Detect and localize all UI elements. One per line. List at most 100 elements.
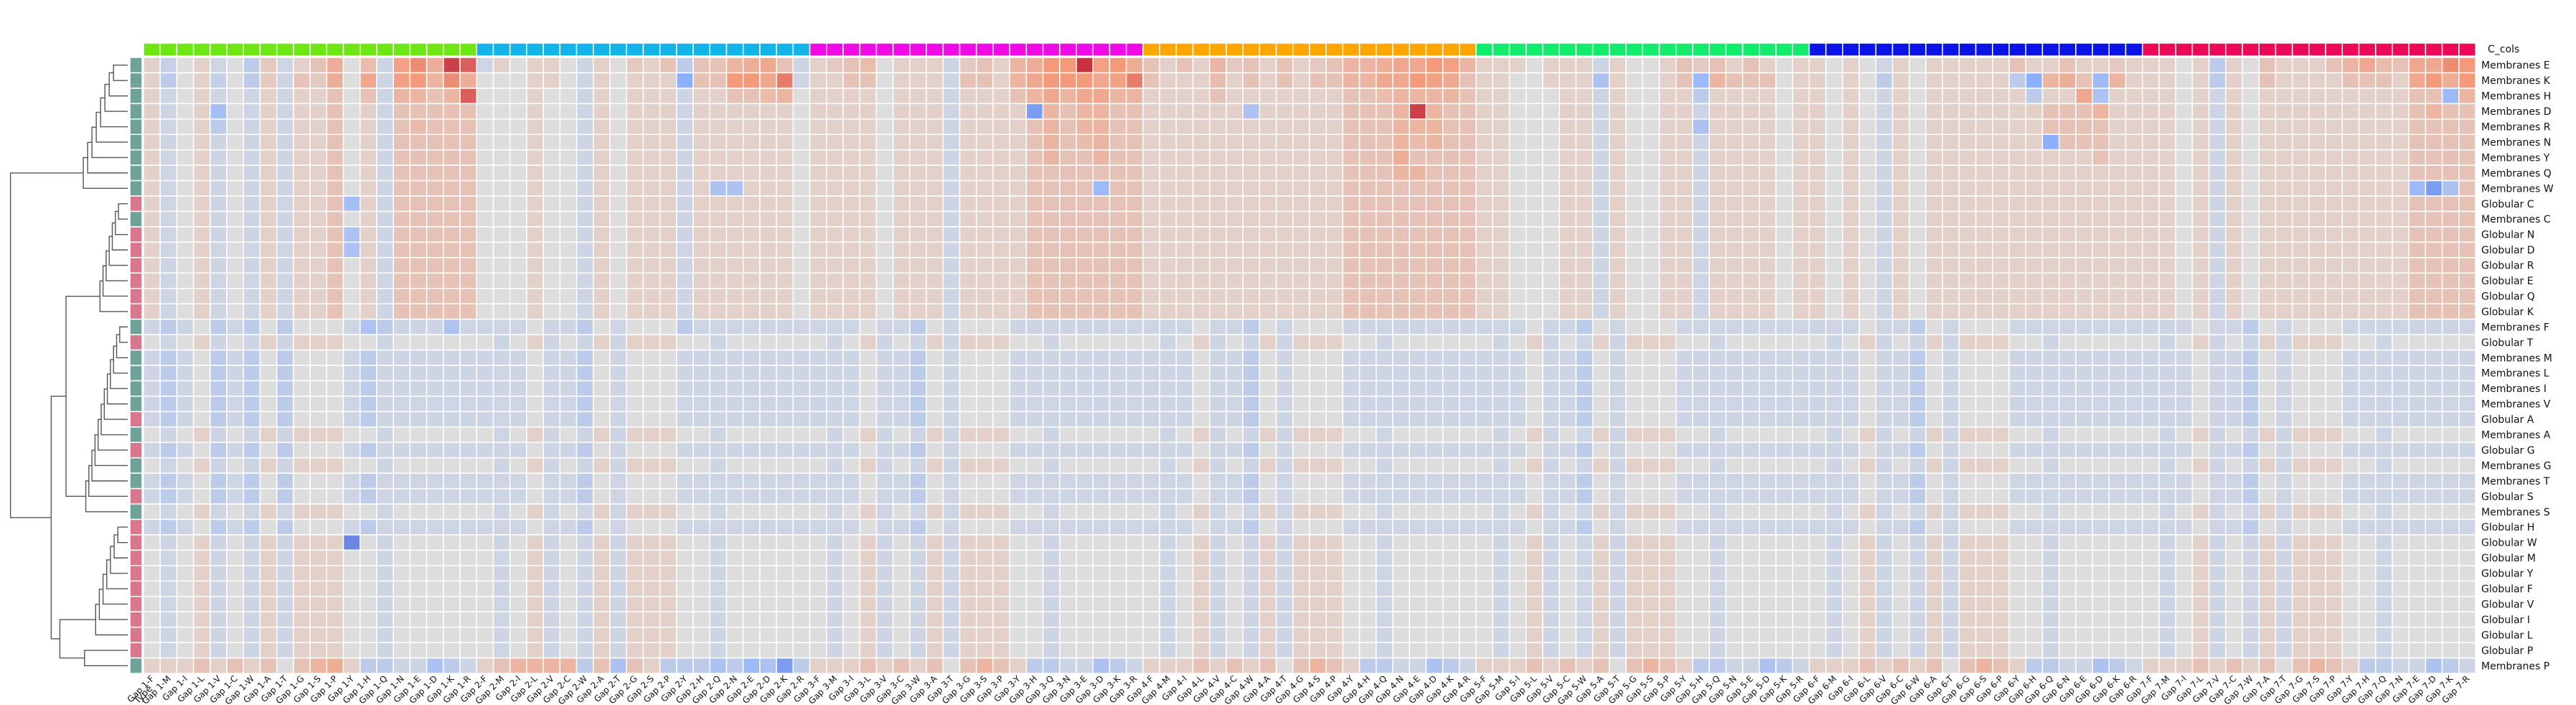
group-color-cell [1609,42,1627,57]
heatmap-cell [826,426,844,443]
heatmap-cell [759,396,777,413]
heatmap-cell [243,334,261,351]
heatmap-cell [176,149,194,166]
heatmap-cell [2058,365,2077,382]
heatmap-cell [1342,303,1360,320]
heatmap-cell [1409,442,1427,459]
row-dendrogram [9,65,128,666]
heatmap-cell [309,565,328,582]
heatmap-cell [626,149,644,166]
heatmap-cell [2158,103,2176,120]
heatmap-cell [992,288,1010,304]
heatmap-cell [1925,257,1943,274]
heatmap-cell [1808,380,1827,397]
heatmap-cell [626,257,644,274]
heatmap-cell [1741,534,1760,551]
heatmap-cell [975,426,994,443]
heatmap-cell [2141,118,2160,136]
heatmap-cell [2458,365,2476,382]
group-color-cell [2458,42,2476,57]
heatmap-cell [909,303,927,320]
heatmap-cell [2158,334,2176,351]
heatmap-cell [1975,195,1993,213]
heatmap-cell [875,179,894,197]
heatmap-cell [1342,226,1360,243]
heatmap-cell [809,334,827,351]
heatmap-cell [259,534,278,551]
heatmap-cell [1175,241,1194,258]
heatmap-cell [1025,487,1044,505]
heatmap-cell [2275,426,2293,443]
heatmap-cell [376,210,394,228]
heatmap-cell [1309,88,1327,105]
heatmap-cell [776,318,794,335]
heatmap-cell [959,303,977,320]
heatmap-cell [2208,241,2227,258]
heatmap-cell [409,318,428,335]
heatmap-cell [1009,334,1028,351]
heatmap-cell [859,318,878,335]
heatmap-cell [342,472,361,490]
heatmap-cell [809,349,827,366]
heatmap-cell [709,241,728,258]
heatmap-cell [2291,288,2310,304]
heatmap-cell [676,195,694,213]
heatmap-cell [1526,411,1543,428]
heatmap-cell [2158,518,2176,536]
heatmap-cell [392,57,411,74]
heatmap-cell [559,118,578,136]
group-color-cell [2308,42,2326,57]
heatmap-cell [593,380,611,397]
heatmap-cell [376,118,394,136]
heatmap-cell [692,226,711,243]
heatmap-cell [1325,226,1344,243]
heatmap-cell [2358,288,2377,304]
heatmap-cell [1792,134,1810,151]
heatmap-cell [276,534,294,551]
heatmap-cell [2341,288,2360,304]
heatmap-cell [2258,457,2277,474]
heatmap-cell [1175,426,1194,443]
heatmap-cell [459,210,478,228]
heatmap-cell [859,272,878,289]
heatmap-cell [2008,487,2026,505]
heatmap-cell [1442,318,1460,335]
group-color-cell [1908,42,1927,57]
heatmap-cell [1459,72,1477,89]
heatmap-cell [409,134,428,151]
heatmap-cells [143,57,2476,674]
heatmap-cell [2108,303,2127,320]
heatmap-cell [409,210,428,228]
heatmap-cell [1759,103,1777,120]
heatmap-cell [509,134,527,151]
heatmap-cell [2092,549,2110,566]
heatmap-cell [2358,103,2377,120]
heatmap-cell [1275,72,1294,89]
heatmap-cell [1842,365,1860,382]
heatmap-cell [1175,72,1194,89]
heatmap-cell [1125,272,1144,289]
group-color-cell [1259,42,1277,57]
heatmap-cell [909,349,927,366]
heatmap-cell [1559,365,1577,382]
heatmap-cell [1958,487,1977,505]
row-type-cell [129,134,143,151]
heatmap-cell [1575,303,1594,320]
heatmap-cell [1875,472,1894,490]
heatmap-cell [1708,365,1727,382]
heatmap-cell [1958,149,1977,166]
heatmap-cell [443,472,461,490]
heatmap-cell [725,549,744,566]
heatmap-cell [276,272,294,289]
heatmap-cell [1592,72,1610,89]
heatmap-cell [1442,241,1460,258]
heatmap-cell [1992,272,2010,289]
heatmap-cell [1609,487,1627,505]
heatmap-cell [1858,88,1877,105]
heatmap-cell [1875,164,1894,182]
heatmap-cell [1625,396,1644,413]
heatmap-cell [2341,318,2360,335]
heatmap-cell [725,487,744,505]
heatmap-cell [2208,72,2227,89]
heatmap-cell [2275,57,2293,74]
